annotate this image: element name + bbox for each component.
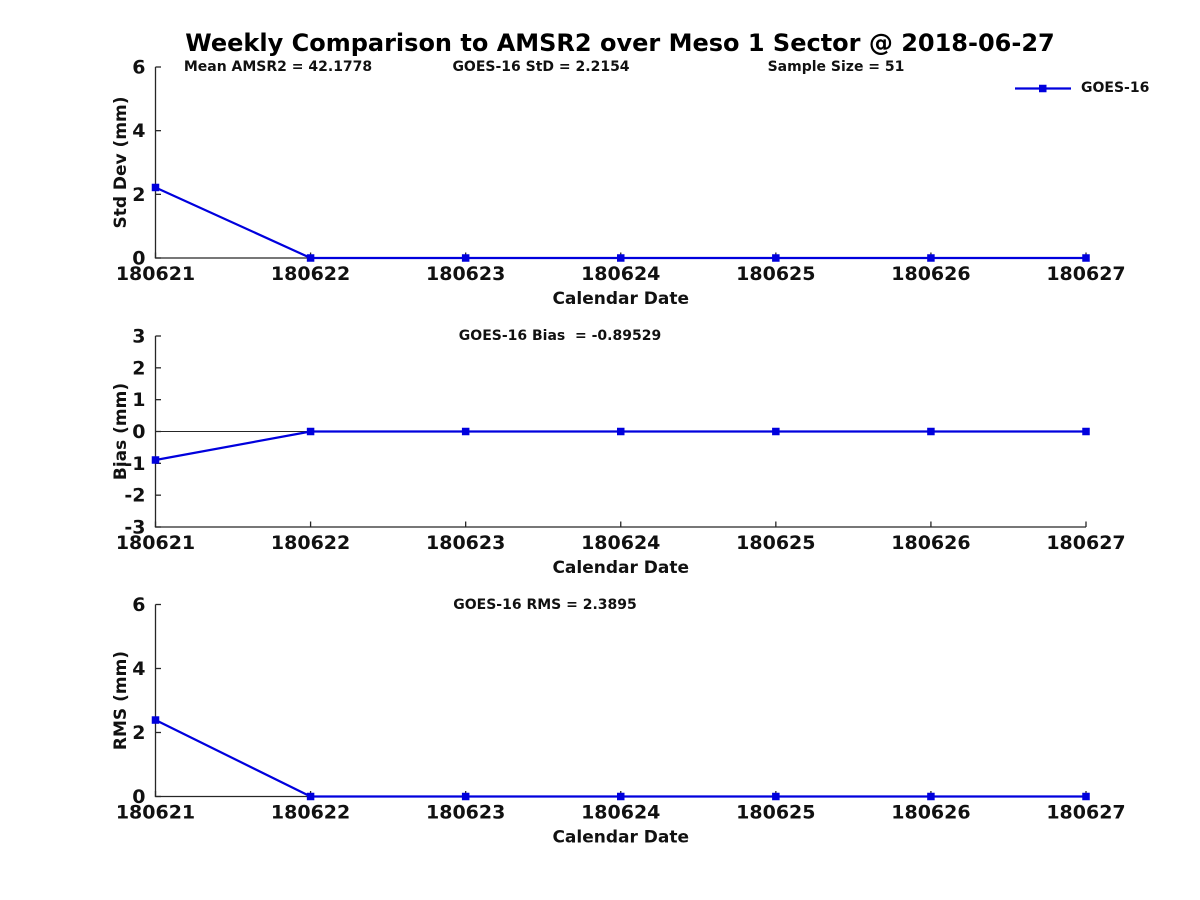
data-marker: [772, 427, 780, 436]
y-axis-label: Std Dev (mm): [111, 96, 131, 228]
annotation-sample-size: Sample Size = 51: [767, 59, 905, 75]
data-marker: [461, 254, 470, 262]
x-tick-label: 180621: [116, 532, 195, 554]
x-tick-label: 180625: [736, 532, 815, 554]
x-tick-label: 180623: [426, 532, 505, 554]
data-marker: [461, 792, 470, 801]
y-tick-label: -1: [124, 453, 145, 475]
data-marker: [306, 254, 315, 262]
data-marker: [461, 427, 470, 436]
data-marker: [151, 716, 160, 724]
data-marker: [617, 254, 625, 262]
x-tick-label: 180624: [581, 263, 660, 285]
annotation-goes16-std: GOES-16 StD = 2.2154: [452, 59, 630, 75]
data-marker: [927, 792, 935, 801]
y-axis-label: RMS (mm): [111, 651, 131, 750]
y-tick-label: 4: [132, 120, 145, 142]
annotation-mean-amsr2: Mean AMSR2 = 42.1778: [183, 59, 373, 75]
y-tick-label: 0: [132, 786, 145, 808]
annotation-goes16-bias: GOES-16 Bias = -0.89529: [458, 328, 662, 344]
x-tick-label: 180622: [271, 532, 350, 554]
data-marker: [617, 427, 625, 436]
x-axis-label: Calendar Date: [552, 558, 689, 578]
y-tick-label: 2: [132, 184, 145, 206]
x-tick-label: 180622: [271, 263, 350, 285]
y-tick-label: 4: [132, 658, 145, 680]
data-marker: [927, 254, 935, 262]
data-marker: [1082, 427, 1090, 436]
y-tick-label: 3: [132, 326, 145, 348]
x-axis-label: Calendar Date: [552, 289, 689, 309]
subplot-rms: 0 2 4 6 180621 180622 180623 180624 180625 180626…: [111, 594, 1126, 848]
y-tick-label: 2: [132, 357, 145, 379]
subplot-bias: -3 -2 -1 0 1 2 3 180621 180622 180623 180624 180625…: [111, 326, 1126, 579]
data-line-goes-16: [155, 719, 1086, 798]
y-tick-label: 0: [132, 248, 145, 270]
data-line-goes-16: [155, 430, 1086, 462]
x-tick-label: 180623: [426, 263, 505, 285]
x-tick-label: 180625: [736, 802, 815, 824]
y-tick-label: 0: [132, 421, 145, 443]
x-tick-label: 180622: [271, 802, 350, 824]
y-tick-label: 1: [132, 389, 145, 411]
x-tick-label: 180624: [581, 532, 660, 554]
x-tick-label: 180621: [116, 802, 195, 824]
data-marker: [927, 427, 935, 436]
y-tick-label: 2: [132, 722, 145, 744]
y-tick-label: 6: [132, 57, 145, 79]
data-marker: [1082, 254, 1090, 262]
x-tick-label: 180626: [891, 532, 970, 554]
data-marker: [772, 792, 780, 801]
x-tick-label: 180627: [1046, 263, 1125, 285]
data-marker: [151, 456, 160, 464]
data-marker: [772, 254, 780, 262]
legend: GOES-16: [1014, 80, 1149, 96]
x-tick-label: 180624: [581, 802, 660, 824]
y-tick-label: -3: [124, 517, 145, 539]
x-tick-label: 180626: [891, 263, 970, 285]
x-tick-label: 180627: [1046, 802, 1125, 824]
x-tick-label: 180623: [426, 802, 505, 824]
y-axis-label: Bias (mm): [111, 383, 131, 480]
x-tick-label: 180626: [891, 802, 970, 824]
x-axis-label: Calendar Date: [552, 828, 689, 848]
data-marker: [306, 427, 315, 436]
subplot-std-dev: 0 2 4 6 180621 180622 180623 180624 180625 180626…: [111, 57, 1126, 310]
data-line-goes-16: [155, 186, 1086, 260]
x-tick-label: 180621: [116, 263, 195, 285]
data-marker: [617, 792, 625, 801]
annotation-goes16-rms: GOES-16 RMS = 2.3895: [453, 597, 637, 613]
data-marker: [306, 792, 315, 801]
data-marker: [1082, 792, 1090, 801]
x-tick-label: 180625: [736, 263, 815, 285]
legend-line-icon: [1015, 84, 1071, 92]
legend-label: GOES-16: [1081, 80, 1150, 96]
y-tick-label: -2: [124, 485, 145, 507]
y-tick-label: 6: [132, 594, 145, 616]
data-marker: [151, 183, 160, 192]
chart-title: Weekly Comparison to AMSR2 over Meso 1 S…: [185, 29, 1055, 57]
x-tick-label: 180627: [1046, 532, 1125, 554]
